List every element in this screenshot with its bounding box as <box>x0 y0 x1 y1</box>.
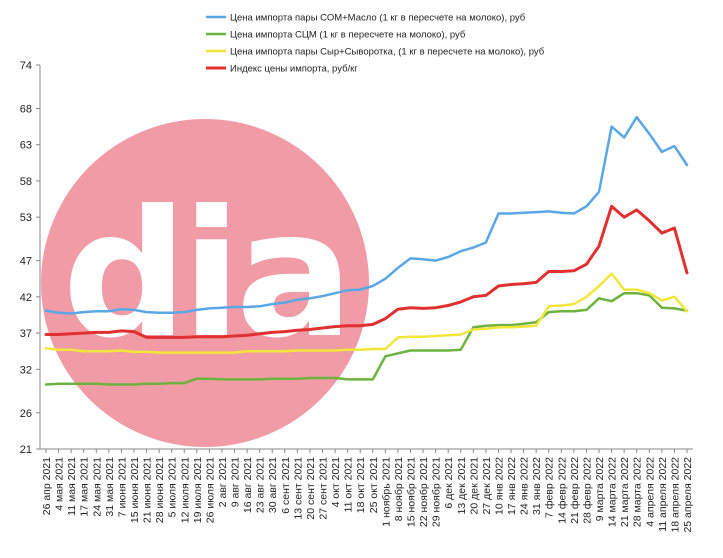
logo-circle <box>41 119 369 447</box>
legend-label: Цена импорта пары Сыр+Сыворотка, (1 кг в… <box>230 47 545 58</box>
x-tick-label: 8 ноябр 2021 <box>393 457 405 521</box>
y-tick-label: 58 <box>20 176 32 188</box>
x-tick-label: 26 апр 2021 <box>41 457 53 515</box>
x-tick-label: 22 ноябр 2021 <box>418 457 430 527</box>
x-tick-label: 18 окт 2021 <box>355 457 367 513</box>
x-tick-label: 27 сент 2021 <box>318 457 330 520</box>
x-tick-label: 25 апреля 2022 <box>682 457 694 533</box>
x-tick-label: 11 апреля 2022 <box>657 457 669 532</box>
x-tick-label: 10 янв 2022 <box>493 457 505 515</box>
x-tick-label: 26 июля 2021 <box>204 457 216 523</box>
series-line-3 <box>44 272 689 354</box>
x-tick-label: 31 янв 2022 <box>531 457 543 515</box>
x-tick-label: 1 ноябрь 2021 <box>380 457 392 527</box>
series-line-4 <box>44 204 689 339</box>
x-tick-label: 4 окт 2021 <box>330 457 342 508</box>
y-tick-label: 53 <box>20 212 32 224</box>
x-tick-label: 17 янв 2022 <box>506 457 518 515</box>
x-tick-label: 15 июня 2021 <box>129 457 141 523</box>
y-tick-label: 47 <box>20 256 32 268</box>
x-tick-label: 28 июня 2021 <box>154 457 166 523</box>
x-tick-label: 21 марта 2022 <box>619 457 631 527</box>
x-tick-label: 28 февр 2022 <box>581 457 593 524</box>
x-tick-label: 13 сент 2021 <box>292 457 304 520</box>
y-tick-label: 63 <box>20 140 32 152</box>
x-tick-label: 19 июля 2021 <box>192 457 204 523</box>
legend-label: Цена импорта СЦМ (1 кг в пересчете на мо… <box>230 30 466 41</box>
x-tick-label: 11 окт 2021 <box>343 457 355 513</box>
x-tick-label: 21 июня 2021 <box>142 457 154 523</box>
x-tick-label: 6 дек 2021 <box>443 457 455 509</box>
x-tick-label: 2 авг 2021 <box>217 457 229 507</box>
dia-logo-watermark: dia <box>41 119 369 447</box>
series-line-1 <box>44 115 689 315</box>
x-tick-label: 11 мая 2021 <box>66 457 78 516</box>
x-tick-label: 12 июля 2021 <box>179 457 191 523</box>
legend: Цена импорта пары СОМ+Масло (1 кг в пере… <box>206 13 545 75</box>
x-tick-label: 29 ноябр 2021 <box>431 457 443 527</box>
y-tick-label: 37 <box>20 328 32 340</box>
y-tick-label: 26 <box>20 408 32 420</box>
x-tick-label: 7 февр 2022 <box>544 457 556 518</box>
x-tick-label: 27 дек 2021 <box>481 457 493 515</box>
y-tick-label: 32 <box>20 364 32 376</box>
x-tick-label: 18 апреля 2022 <box>669 457 681 533</box>
x-tick-label: 16 авг 2021 <box>242 457 254 513</box>
x-tick-label: 25 окт 2021 <box>368 457 380 513</box>
y-tick-label: 68 <box>20 103 32 115</box>
y-tick-label: 74 <box>20 60 32 72</box>
x-tick-label: 20 сент 2021 <box>305 457 317 520</box>
x-tick-label: 31 мая 2021 <box>104 457 116 517</box>
x-tick-label: 9 марта 2022 <box>594 457 606 521</box>
x-tick-label: 14 марта 2022 <box>607 457 619 527</box>
x-tick-label: 7 июня 2021 <box>116 457 128 517</box>
x-tick-label: 15 ноябр 2021 <box>405 457 417 527</box>
x-tick-label: 5 июля 2021 <box>167 457 179 518</box>
x-tick-label: 13 дек 2021 <box>456 457 468 515</box>
logo-text: dia <box>62 174 347 377</box>
series-line-2 <box>44 291 689 386</box>
series-lines <box>44 115 689 386</box>
x-tick-label: 4 апреля 2022 <box>644 457 656 527</box>
legend-label: Индекс цены импорта, руб/кг <box>230 64 358 75</box>
x-tick-label: 24 янв 2022 <box>519 457 531 515</box>
x-tick-label: 6 сент 2021 <box>280 457 292 514</box>
x-tick-label: 30 авг 2021 <box>267 457 279 513</box>
axes <box>39 65 693 450</box>
x-tick-label: 20 дек 2021 <box>468 457 480 515</box>
y-tick-label: 42 <box>20 292 32 304</box>
y-tick-label: 21 <box>20 444 32 456</box>
x-tick-label: 14 февр 2022 <box>556 457 568 524</box>
x-tick-label: 23 авг 2021 <box>255 457 267 513</box>
x-axis-ticks: 26 апр 2021 4 мая 2021 11 мая 2021 17 мая 2… <box>41 449 694 533</box>
y-axis-ticks: 21 26 32 37 42 47 53 58 63 68 74 <box>20 60 40 456</box>
x-tick-label: 24 мая 2021 <box>91 457 103 517</box>
x-tick-label: 17 мая 2021 <box>79 457 91 517</box>
x-tick-label: 21 февр 2022 <box>569 457 581 524</box>
x-tick-label: 28 марта 2022 <box>632 457 644 527</box>
x-tick-label: 9 авг 2021 <box>230 457 242 507</box>
legend-label: Цена импорта пары СОМ+Масло (1 кг в пере… <box>230 13 526 24</box>
x-tick-label: 4 мая 2021 <box>54 457 66 511</box>
